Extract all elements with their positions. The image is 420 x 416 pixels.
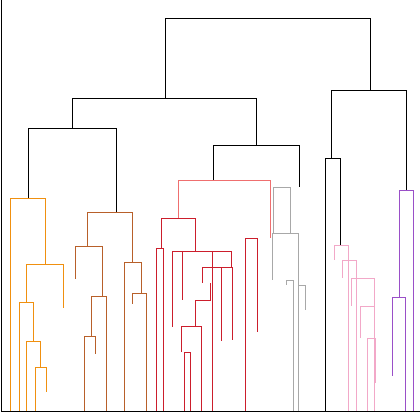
dendrogram-link	[87, 212, 133, 262]
dendrogram-link	[75, 246, 103, 296]
dendrogram-link	[181, 326, 202, 411]
dendrogram-link	[245, 238, 258, 411]
dendrogram-link	[351, 278, 375, 411]
dendrogram-link	[298, 285, 306, 411]
dendrogram-link	[334, 245, 349, 411]
dendrogram-link	[172, 251, 213, 411]
dendrogram-link	[156, 248, 164, 411]
dendrogram-link	[184, 352, 191, 411]
dendrogram-link	[367, 338, 376, 411]
dendrogram-link	[213, 145, 300, 187]
dendrogram-link	[331, 90, 407, 190]
dendrogram-link	[161, 218, 196, 251]
dendrogram-link	[182, 251, 232, 300]
dendrogram-link	[212, 267, 233, 411]
dendrogram-link	[178, 180, 271, 238]
dendrogram-link	[273, 187, 291, 233]
dendrogram-link	[72, 98, 257, 145]
dendrogram-link	[342, 260, 357, 411]
dendrogram-link	[132, 293, 147, 411]
dendrogram-link	[91, 296, 107, 411]
dendrogram-link	[399, 190, 414, 411]
dendrogram-link	[272, 233, 299, 411]
dendrogram-link	[28, 128, 117, 212]
dendrogram-link	[124, 262, 142, 411]
dendrogram-link	[392, 297, 406, 411]
dendrogram-link	[286, 280, 294, 411]
dendrogram-link	[165, 18, 371, 98]
dendrogram-link	[26, 341, 41, 411]
dendrogram-link	[35, 367, 47, 411]
dendrogram-link	[19, 302, 34, 411]
dendrogram-link	[325, 158, 341, 411]
dendrogram-link	[10, 198, 46, 411]
dendrogram-links	[10, 18, 414, 411]
dendrogram-link	[195, 283, 211, 326]
dendrogram-link	[26, 264, 64, 308]
dendrogram-link	[84, 336, 96, 411]
dendrogram-link	[360, 306, 375, 411]
